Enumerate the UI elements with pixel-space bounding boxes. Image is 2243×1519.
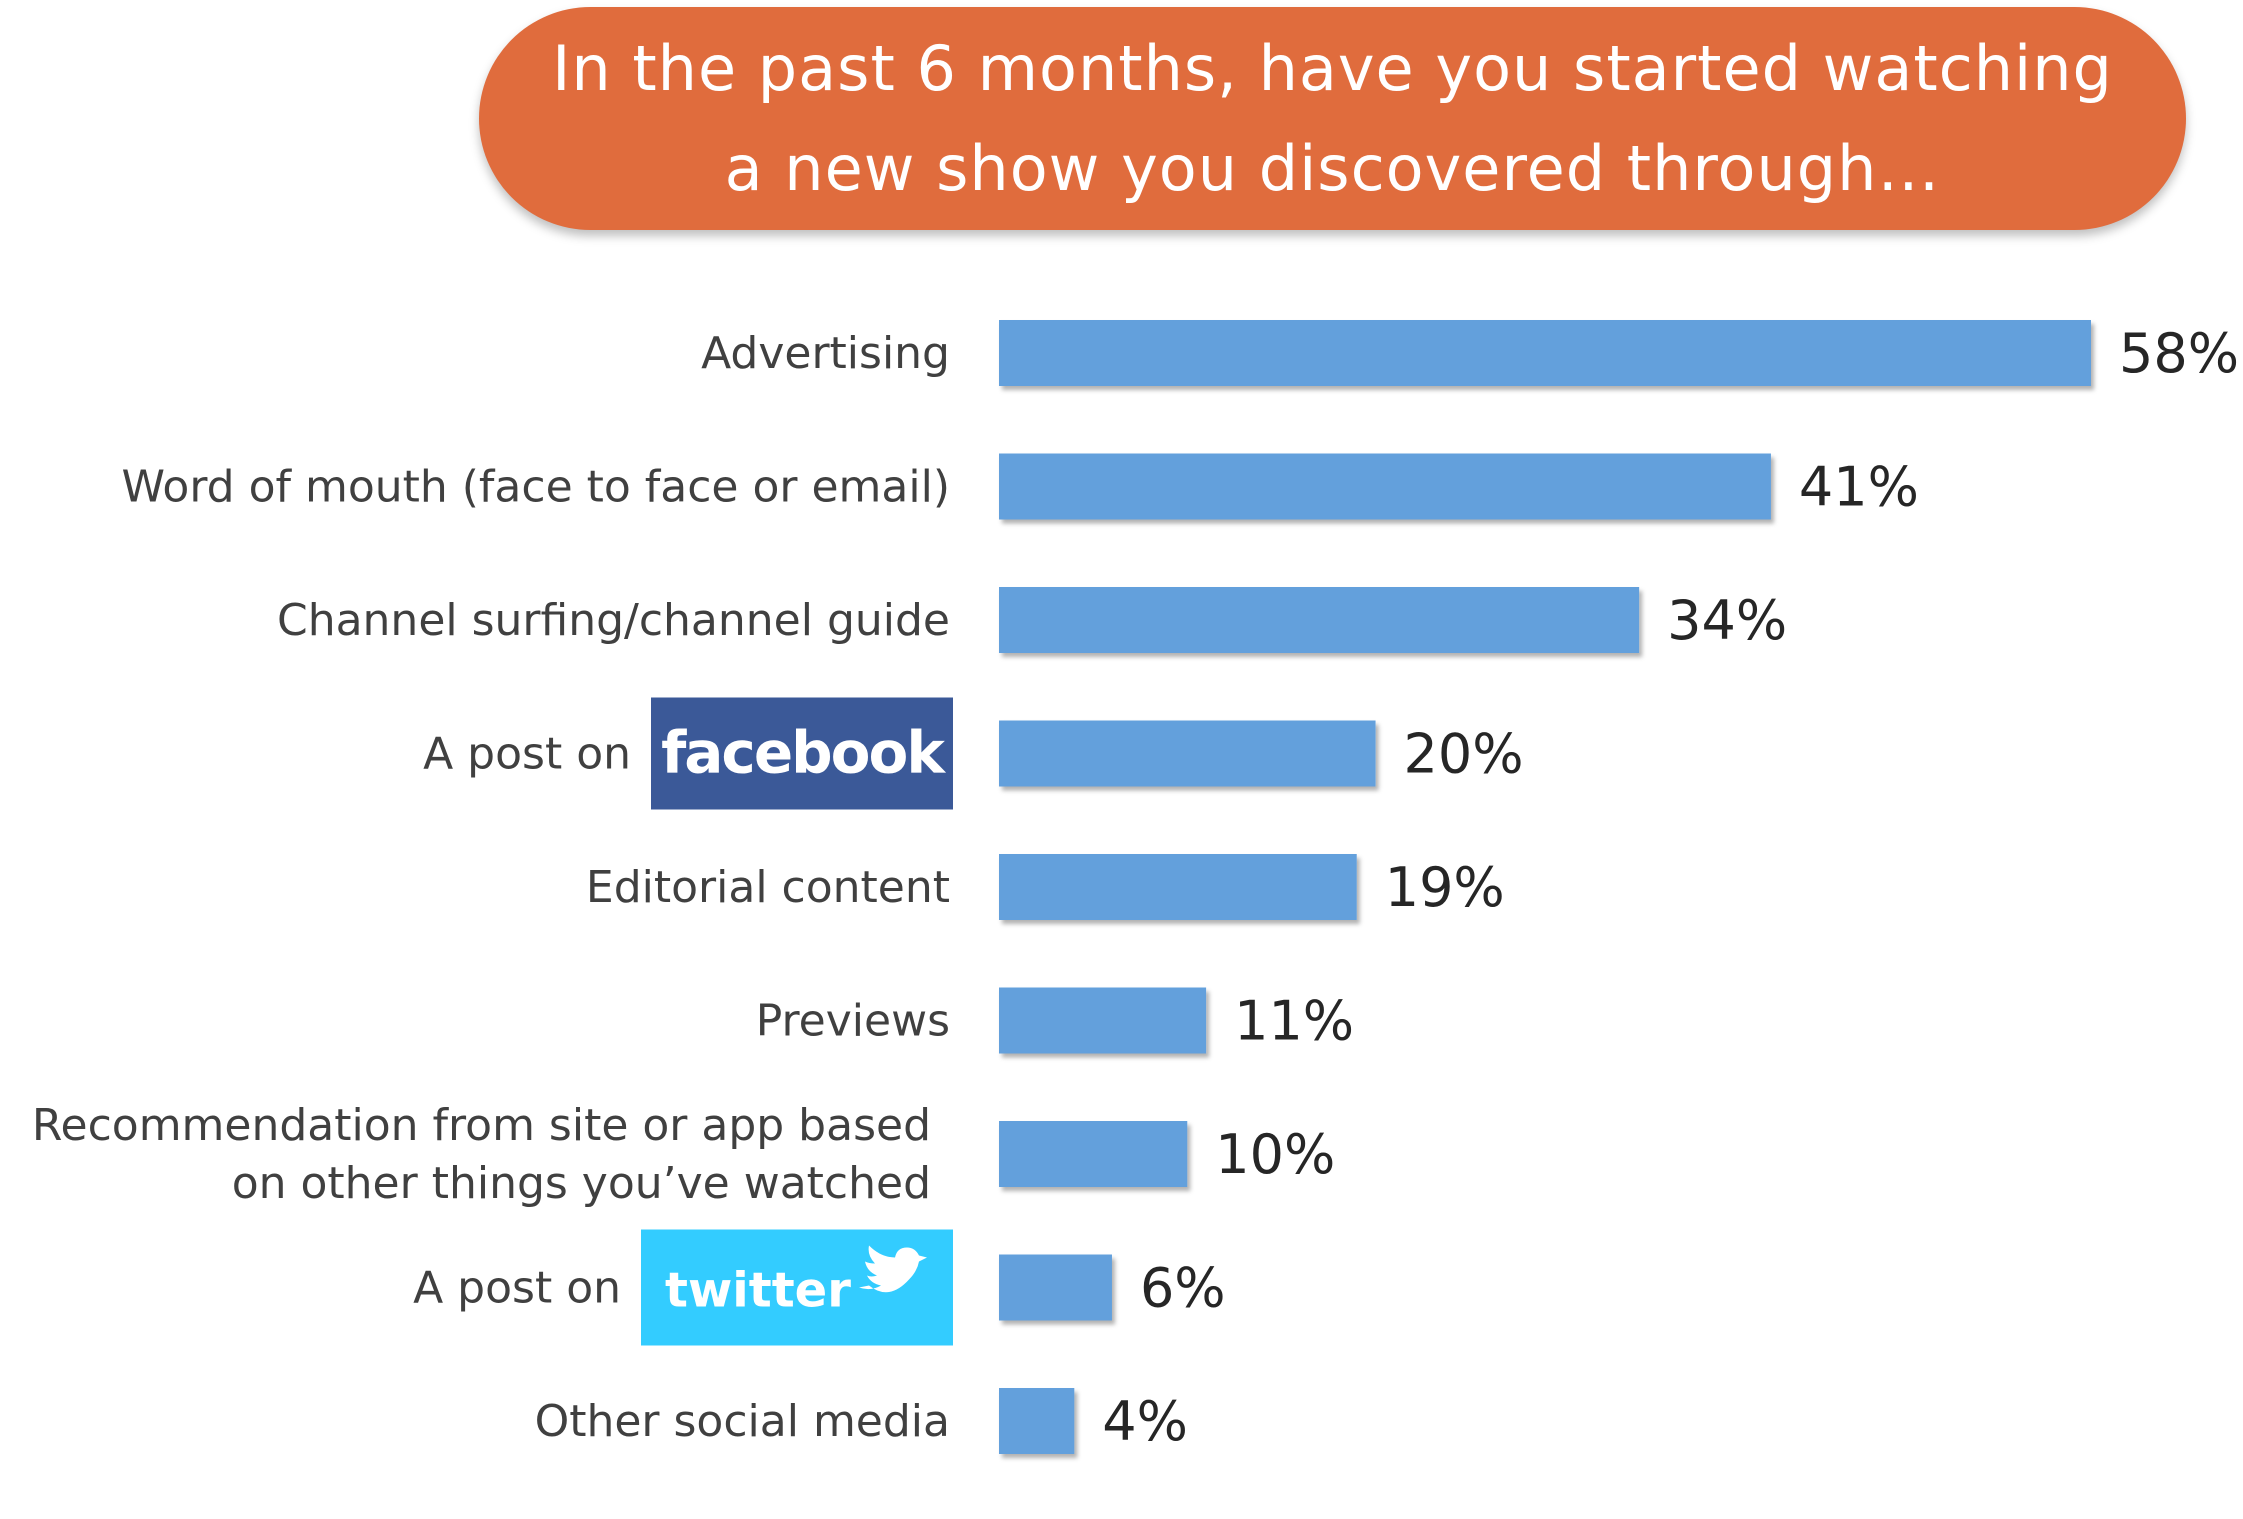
category-label-7-line-1: Recommendation from site or app based: [32, 1100, 931, 1151]
facebook-logo-background: [651, 697, 953, 810]
category-label-9: Other social media: [535, 1396, 950, 1447]
bar-8: [999, 1254, 1112, 1321]
bar-3: [999, 587, 1640, 653]
bar-1: [999, 320, 2091, 386]
value-label-1: 58%: [2119, 322, 2239, 385]
bar-6: [999, 987, 1207, 1054]
value-label-3: 34%: [1667, 589, 1787, 652]
bar-9: [999, 1388, 1075, 1454]
chart-title: In the past 6 months, have you started w…: [479, 7, 2186, 230]
value-label-5: 19%: [1385, 856, 1505, 919]
category-label-1: Advertising: [701, 328, 950, 379]
category-label-3: Channel surfing/channel guide: [277, 595, 950, 646]
title-line-2: a new show you discovered through…: [724, 131, 1941, 205]
title-line-1: In the past 6 months, have you started w…: [552, 31, 2113, 105]
value-label-6: 11%: [1234, 990, 1354, 1053]
twitter-logo-text: twitter: [665, 1263, 851, 1319]
bar-4: [999, 720, 1376, 787]
facebook-logo: facebook: [651, 697, 953, 810]
value-label-4: 20%: [1404, 723, 1524, 786]
bar-2: [999, 453, 1771, 520]
category-label-2: Word of mouth (face to face or email): [121, 462, 950, 513]
twitter-logo: twitter: [641, 1229, 953, 1346]
value-label-2: 41%: [1799, 456, 1919, 519]
category-label-5: Editorial content: [586, 862, 950, 913]
category-label-4: A post on: [423, 729, 631, 780]
bar-7: [999, 1121, 1188, 1187]
bar-5: [999, 854, 1357, 920]
facebook-logo-text: facebook: [661, 719, 946, 787]
category-label-6: Previews: [756, 996, 950, 1047]
twitter-bird-icon: [859, 1245, 927, 1293]
bars-group: 58% Advertising 41% Word of mouth (face to …: [32, 320, 2239, 1454]
value-label-7: 10%: [1215, 1123, 1335, 1186]
value-label-9: 4%: [1102, 1390, 1188, 1453]
value-label-8: 6%: [1140, 1257, 1226, 1320]
category-label-8: A post on: [413, 1263, 621, 1314]
category-label-7-line-2: on other things you’ve watched: [232, 1158, 931, 1209]
